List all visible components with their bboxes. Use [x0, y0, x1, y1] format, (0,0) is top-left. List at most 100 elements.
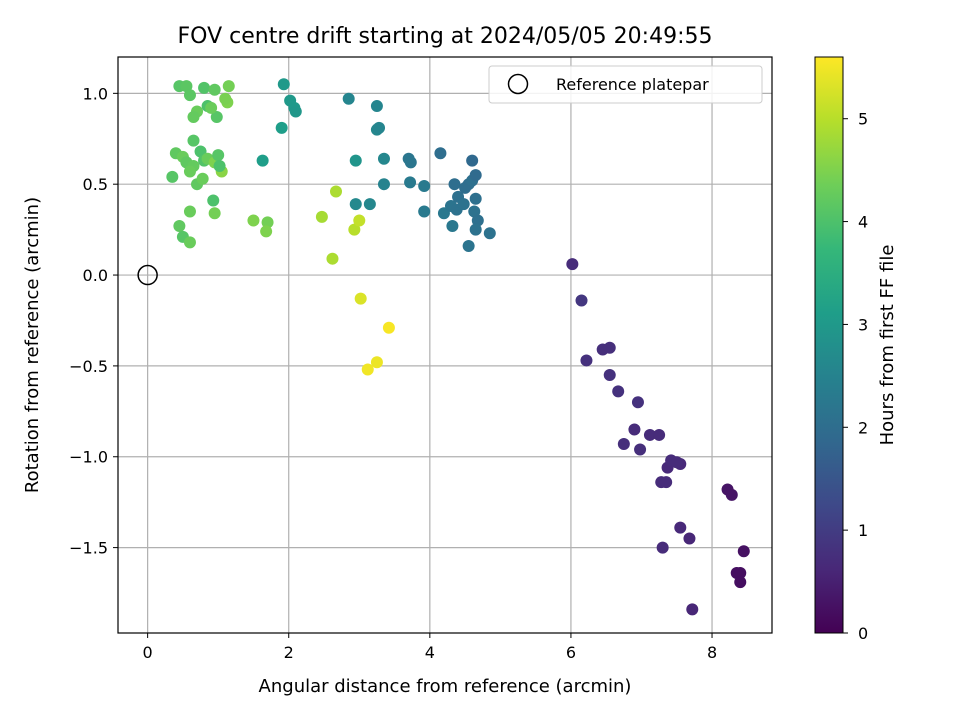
data-point — [349, 198, 362, 211]
x-tick-label: 4 — [425, 643, 435, 662]
data-point — [462, 239, 475, 252]
data-point — [247, 214, 260, 227]
y-axis-ticks: 1.0 0.5 0.0 −0.5 −1.0 −1.5 — [69, 84, 118, 558]
data-point — [612, 385, 625, 398]
data-point — [260, 225, 273, 238]
data-point — [418, 205, 431, 218]
data-point — [725, 488, 738, 501]
data-point — [187, 110, 200, 123]
colorbar-ticks: 0 1 2 3 4 5 — [843, 110, 868, 643]
data-point — [219, 92, 232, 105]
x-axis-label: Angular distance from reference (arcmin) — [259, 676, 632, 697]
data-point — [210, 110, 223, 123]
x-tick-label: 6 — [566, 643, 576, 662]
colorbar-tick-label: 3 — [858, 315, 868, 334]
data-point — [212, 149, 225, 162]
data-point — [173, 219, 186, 232]
data-point — [446, 219, 459, 232]
data-point — [382, 321, 395, 334]
x-tick-label: 8 — [707, 643, 717, 662]
reference-platepar-marker — [137, 264, 158, 286]
data-point — [348, 223, 361, 236]
data-point — [617, 438, 630, 451]
colorbar-tick-label: 2 — [858, 418, 868, 437]
data-point — [256, 154, 269, 167]
data-point — [603, 368, 616, 381]
x-tick-label: 0 — [143, 643, 153, 662]
data-point — [198, 81, 211, 94]
data-point — [575, 294, 588, 307]
data-point — [349, 154, 362, 167]
legend-marker-reference — [507, 73, 529, 95]
data-point — [183, 165, 196, 178]
data-point — [448, 178, 461, 191]
x-tick-label: 2 — [284, 643, 294, 662]
data-point — [469, 223, 482, 236]
data-point — [468, 205, 481, 218]
data-point — [734, 567, 747, 580]
data-point — [471, 214, 484, 227]
data-point — [603, 341, 616, 354]
colorbar-gradient — [814, 56, 844, 634]
data-point — [205, 101, 218, 114]
y-tick-label: −1.0 — [69, 448, 108, 467]
x-axis-ticks: 0 2 4 6 8 — [143, 633, 717, 662]
y-tick-label: −0.5 — [69, 357, 108, 376]
data-point — [634, 443, 647, 456]
data-point — [183, 236, 196, 249]
colorbar-tick-label: 4 — [858, 213, 868, 232]
data-point — [404, 176, 417, 189]
data-point — [289, 105, 302, 118]
data-point — [686, 603, 699, 616]
data-point — [457, 198, 470, 211]
data-point — [653, 428, 666, 441]
data-point — [580, 354, 593, 367]
data-point — [631, 396, 644, 409]
data-point — [196, 172, 209, 185]
data-point — [342, 92, 355, 105]
data-point — [361, 363, 374, 376]
data-point — [208, 83, 221, 96]
data-point — [277, 78, 290, 91]
data-point — [222, 80, 235, 93]
data-point — [363, 198, 376, 211]
data-point — [660, 476, 673, 489]
y-tick-label: 1.0 — [83, 84, 108, 103]
colorbar-tick-label: 5 — [858, 110, 868, 129]
colorbar-tick-label: 0 — [858, 624, 868, 643]
data-point — [434, 147, 447, 160]
legend: Reference platepar — [488, 65, 763, 104]
data-point — [377, 178, 390, 191]
data-point — [373, 121, 386, 134]
data-point — [418, 180, 431, 193]
data-point — [354, 292, 367, 305]
data-point — [466, 154, 479, 167]
data-point — [628, 423, 641, 436]
data-point — [377, 152, 390, 165]
chart-title: FOV centre drift starting at 2024/05/05 … — [178, 24, 713, 49]
data-point — [566, 258, 579, 271]
data-point — [404, 156, 417, 169]
y-tick-label: −1.5 — [69, 539, 108, 558]
colorbar-label: Hours from first FF file — [877, 245, 898, 446]
data-point — [330, 185, 342, 198]
data-point — [469, 169, 482, 182]
data-point — [183, 205, 196, 218]
data-point — [674, 521, 687, 534]
data-point — [166, 170, 179, 183]
y-tick-label: 0.5 — [83, 175, 108, 194]
data-points — [166, 78, 750, 616]
data-point — [683, 532, 696, 545]
y-tick-label: 0.0 — [83, 266, 108, 285]
data-point — [315, 210, 328, 223]
data-point — [734, 576, 747, 589]
data-point — [483, 227, 496, 240]
colorbar: 0 1 2 3 4 5 Hours from first FF file — [814, 56, 898, 643]
legend-box — [488, 65, 763, 104]
y-axis-label: Rotation from reference (arcmin) — [22, 197, 43, 493]
colorbar-tick-label: 1 — [858, 521, 868, 540]
data-point — [370, 356, 383, 369]
data-point — [187, 134, 200, 147]
